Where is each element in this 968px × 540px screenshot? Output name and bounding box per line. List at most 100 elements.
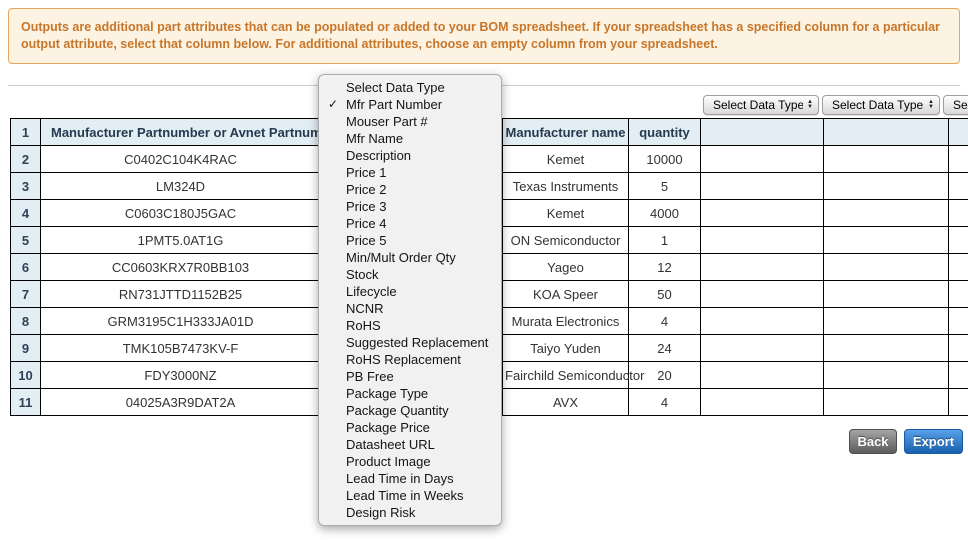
data-type-menu-item[interactable]: PB Free: [319, 368, 501, 385]
part-number-cell: C0603C180J5GAC: [40, 199, 321, 227]
empty-cell: [948, 199, 968, 227]
menu-item-label: PB Free: [346, 369, 394, 384]
table-body: 2 C0402C104K4RAC Kemet 10000 3 LM324D Texas In…: [10, 145, 968, 416]
outputs-notice-text: Outputs are additional part attributes t…: [21, 20, 940, 51]
manufacturer-cell: Murata Electronics: [502, 307, 629, 335]
data-type-menu-item[interactable]: Lead Time in Days: [319, 470, 501, 487]
empty-cell: [823, 199, 949, 227]
data-type-menu-item[interactable]: Design Risk: [319, 504, 501, 521]
menu-item-label: Product Image: [346, 454, 431, 469]
menu-item-label: NCNR: [346, 301, 384, 316]
menu-item-label: Mouser Part #: [346, 114, 428, 129]
select-value: Select Data Type: [953, 98, 968, 112]
menu-item-label: Price 5: [346, 233, 387, 248]
row-number-cell: 6: [10, 253, 41, 281]
menu-item-label: Price 1: [346, 165, 387, 180]
data-type-menu-item[interactable]: ✓ Mfr Part Number: [319, 96, 501, 113]
data-type-menu-item[interactable]: Stock: [319, 266, 501, 283]
empty-column-header: [948, 118, 968, 146]
data-type-menu-item[interactable]: Mouser Part #: [319, 113, 501, 130]
select-updown-arrows-icon: ▲ ▼: [928, 99, 934, 110]
quantity-cell: 12: [628, 253, 701, 281]
data-type-menu-item[interactable]: Description: [319, 147, 501, 164]
row-number-cell: 11: [10, 388, 41, 416]
menu-item-label: Package Price: [346, 420, 430, 435]
empty-cell: [823, 172, 949, 200]
empty-cell: [823, 253, 949, 281]
manufacturer-cell: Yageo: [502, 253, 629, 281]
checkmark-icon: ✓: [328, 97, 339, 111]
data-type-menu-item[interactable]: Price 1: [319, 164, 501, 181]
part-number-cell: TMK105B7473KV-F: [40, 334, 321, 362]
outputs-notice: Outputs are additional part attributes t…: [8, 8, 960, 64]
back-button[interactable]: Back: [849, 429, 897, 454]
data-type-menu-item[interactable]: Suggested Replacement: [319, 334, 501, 351]
data-type-menu-item[interactable]: Min/Mult Order Qty: [319, 249, 501, 266]
manufacturer-cell: Fairchild Semiconductor: [502, 361, 644, 389]
menu-item-label: Lifecycle: [346, 284, 397, 299]
part-number-cell: FDY3000NZ: [40, 361, 321, 389]
empty-cell: [700, 334, 824, 362]
column-data-type-select-2[interactable]: Select Data Type ▲ ▼: [822, 95, 940, 115]
empty-cell: [948, 226, 968, 254]
data-type-menu-item[interactable]: Select Data Type: [319, 79, 501, 96]
data-type-menu-item[interactable]: Price 5: [319, 232, 501, 249]
export-button[interactable]: Export: [904, 429, 963, 454]
empty-cell: [700, 199, 824, 227]
manufacturer-cell: Kemet: [502, 199, 629, 227]
manufacturer-cell: Texas Instruments: [502, 172, 629, 200]
manufacturer-column-header: Manufacturer name: [502, 118, 629, 146]
part-number-cell: LM324D: [40, 172, 321, 200]
menu-item-label: Price 2: [346, 182, 387, 197]
quantity-cell: 20: [628, 361, 701, 389]
empty-cell: [948, 307, 968, 335]
column-data-type-select-3[interactable]: Select Data Type ▲▼: [943, 95, 968, 115]
data-type-menu-item[interactable]: RoHS Replacement: [319, 351, 501, 368]
column-data-type-select-1[interactable]: Select Data Type ▲ ▼: [703, 95, 819, 115]
menu-item-label: Lead Time in Weeks: [346, 488, 464, 503]
empty-cell: [823, 226, 949, 254]
quantity-cell: 4: [628, 307, 701, 335]
data-type-menu-item[interactable]: Package Quantity: [319, 402, 501, 419]
row-number-cell: 7: [10, 280, 41, 308]
menu-item-label: Price 4: [346, 216, 387, 231]
row-number-cell: 2: [10, 145, 41, 173]
data-type-menu-item[interactable]: Lifecycle: [319, 283, 501, 300]
quantity-cell: 1: [628, 226, 701, 254]
select-value: Select Data Type: [832, 98, 924, 112]
quantity-cell: 50: [628, 280, 701, 308]
manufacturer-cell: KOA Speer: [502, 280, 629, 308]
empty-cell: [700, 361, 824, 389]
empty-cell: [948, 361, 968, 389]
data-type-menu-item[interactable]: Price 3: [319, 198, 501, 215]
menu-item-label: Design Risk: [346, 505, 416, 520]
menu-item-label: RoHS Replacement: [346, 352, 461, 367]
data-type-menu-item[interactable]: Price 2: [319, 181, 501, 198]
quantity-cell: 4: [628, 388, 701, 416]
row-number-cell: 10: [10, 361, 41, 389]
data-type-menu-item[interactable]: Product Image: [319, 453, 501, 470]
empty-cell: [948, 334, 968, 362]
data-type-menu-item[interactable]: Datasheet URL: [319, 436, 501, 453]
select-value: Select Data Type: [713, 98, 804, 112]
data-type-menu-item[interactable]: Mfr Name: [319, 130, 501, 147]
empty-cell: [948, 253, 968, 281]
empty-cell: [823, 280, 949, 308]
data-type-menu-item[interactable]: Lead Time in Weeks: [319, 487, 501, 504]
empty-cell: [823, 388, 949, 416]
part-number-cell: CC0603KRX7R0BB103: [40, 253, 321, 281]
data-type-menu-item[interactable]: NCNR: [319, 300, 501, 317]
quantity-column-header: quantity: [628, 118, 701, 146]
empty-column-header: [823, 118, 949, 146]
data-type-menu-item[interactable]: RoHS: [319, 317, 501, 334]
data-type-dropdown-menu: Select Data Type ✓ Mfr Part Number Mouser P…: [318, 74, 502, 526]
menu-item-label: Mfr Part Number: [346, 97, 443, 112]
part-number-cell: C0402C104K4RAC: [40, 145, 321, 173]
data-type-menu-item[interactable]: Price 4: [319, 215, 501, 232]
empty-cell: [700, 307, 824, 335]
part-number-cell: GRM3195C1H333JA01D: [40, 307, 321, 335]
row-number-cell: 8: [10, 307, 41, 335]
data-type-menu-item[interactable]: Package Type: [319, 385, 501, 402]
data-type-menu-item[interactable]: Package Price: [319, 419, 501, 436]
empty-cell: [823, 307, 949, 335]
